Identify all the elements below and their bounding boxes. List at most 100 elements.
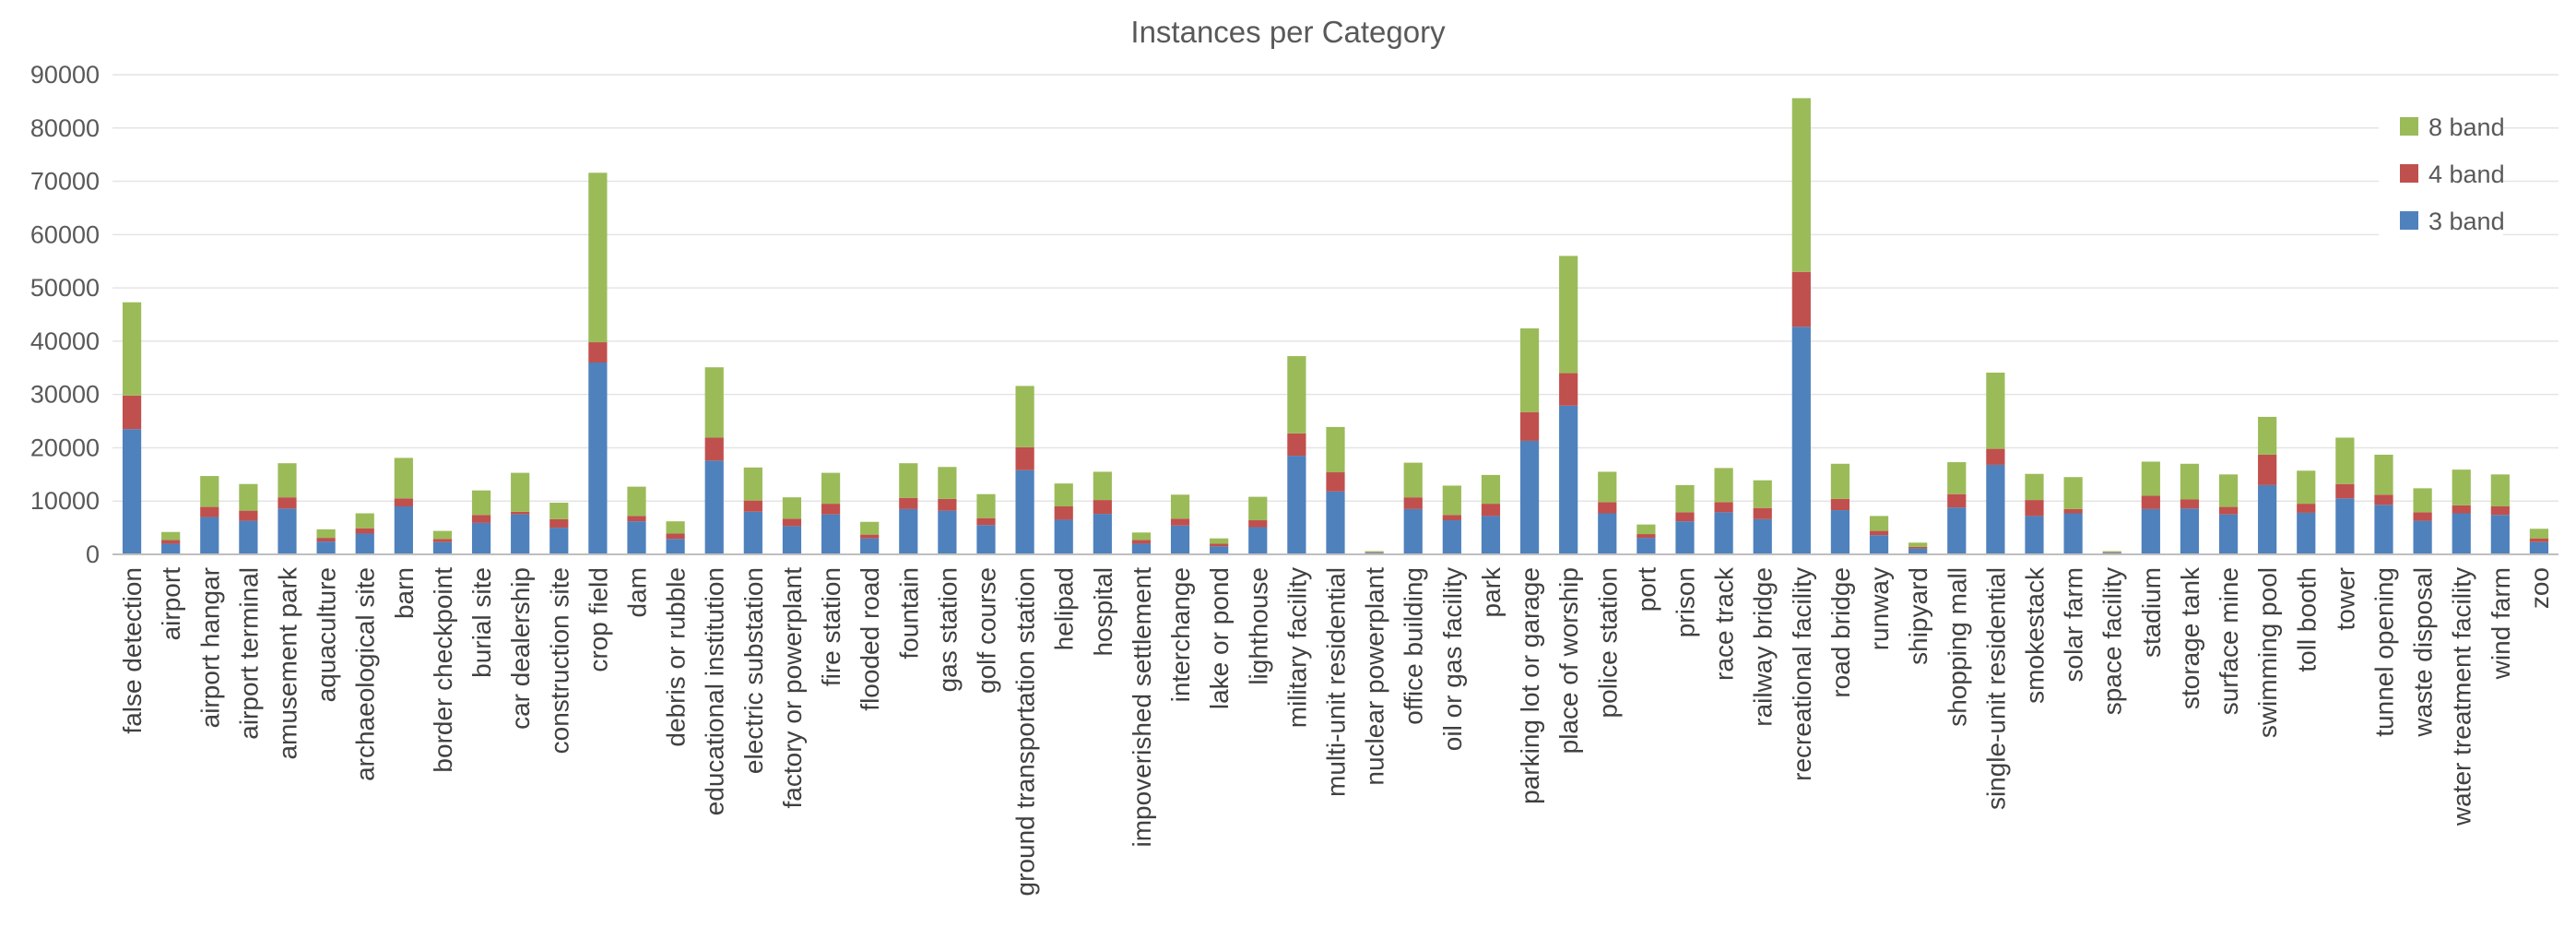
- y-tick-label: 70000: [30, 168, 100, 196]
- bar-segment: [1830, 510, 1850, 554]
- x-tick-label: runway: [1865, 567, 1894, 650]
- bar-segment: [1403, 462, 1423, 498]
- bar-segment: [1442, 515, 1461, 521]
- bar-segment: [239, 520, 258, 554]
- bar-segment: [1054, 506, 1073, 520]
- bar-segment: [1598, 471, 1617, 503]
- bar-segment: [1170, 494, 1190, 519]
- x-tick-label: zoo: [2525, 567, 2554, 609]
- bar-segment: [666, 539, 685, 554]
- x-tick-label: port: [1632, 567, 1660, 612]
- bar-segment: [1559, 256, 1578, 374]
- bar-segment: [1481, 504, 1501, 517]
- x-tick-label: flooded road: [856, 567, 884, 711]
- bar-segment: [2218, 514, 2239, 554]
- bar-segment: [1559, 373, 1578, 406]
- bar-segment: [588, 172, 608, 343]
- bar-segment: [1403, 497, 1423, 509]
- x-tick-label: military facility: [1282, 567, 1311, 728]
- bar-segment: [743, 467, 762, 501]
- x-tick-label: swimming pool: [2253, 567, 2282, 738]
- bar-segment: [1248, 496, 1268, 521]
- x-tick-label: road bridge: [1826, 567, 1855, 698]
- x-tick-label: border checkpoint: [429, 567, 457, 773]
- bar-segment: [2141, 508, 2160, 554]
- bar-segment: [1791, 98, 1811, 272]
- bar-segment: [976, 517, 996, 526]
- bar-segment: [1170, 525, 1190, 554]
- x-tick-label: airport terminal: [234, 567, 263, 740]
- bar-segment: [1986, 464, 2005, 554]
- y-tick-label: 60000: [30, 220, 100, 248]
- bar-segment: [860, 521, 880, 535]
- bar-segment: [200, 506, 219, 517]
- bar-segment: [1519, 440, 1540, 554]
- x-tick-label: amusement park: [274, 566, 302, 760]
- bar-segment: [1637, 538, 1656, 554]
- x-tick-label: water treatment facility: [2448, 567, 2476, 826]
- bar-segment: [2258, 416, 2277, 455]
- bar-segment: [2063, 508, 2083, 514]
- bar-segment: [1675, 521, 1695, 554]
- bar-segment: [2529, 538, 2549, 542]
- bar-segment: [899, 508, 918, 554]
- bar-segment: [1753, 480, 1772, 508]
- bar-segment: [704, 460, 724, 554]
- x-tick-label: airport hangar: [195, 567, 224, 728]
- bar-segment: [2452, 505, 2471, 514]
- legend-swatch: [2400, 211, 2418, 230]
- bar-segment: [1598, 502, 1617, 514]
- bar-segment: [122, 395, 142, 430]
- legend-label: 8 band: [2428, 113, 2505, 141]
- bar-segment: [2335, 498, 2355, 554]
- x-tick-label: storage tank: [2176, 566, 2204, 709]
- bar-segment: [1287, 356, 1306, 434]
- bar-segment: [1947, 493, 1967, 508]
- bar-segment: [1869, 530, 1889, 536]
- x-tick-label: race track: [1710, 566, 1739, 681]
- bar-segment: [122, 429, 142, 554]
- bar-segment: [1210, 543, 1229, 547]
- y-tick-label: 0: [86, 541, 100, 568]
- bar-segment: [2374, 454, 2393, 495]
- bar-segment: [1986, 372, 2005, 449]
- bar-segment: [976, 525, 996, 554]
- bar-segment: [2529, 541, 2549, 554]
- bar-segment: [549, 528, 569, 554]
- x-tick-label: aquaculture: [313, 567, 341, 702]
- bar-segment: [1714, 512, 1733, 554]
- bar-segment: [1908, 546, 1928, 549]
- x-tick-label: nuclear powerplant: [1361, 567, 1389, 786]
- bar-segment: [666, 533, 685, 540]
- bar-segment: [278, 497, 297, 509]
- y-tick-label: 10000: [30, 487, 100, 515]
- bar-segment: [316, 541, 336, 554]
- x-tick-label: dam: [623, 567, 652, 617]
- x-tick-label: smokestack: [2021, 566, 2050, 704]
- bar-segment: [2063, 513, 2083, 554]
- bar-segment: [200, 476, 219, 507]
- bar-segment: [200, 517, 219, 554]
- bar-segment: [1791, 271, 1811, 327]
- bar-segment: [1365, 551, 1384, 553]
- bar-segment: [588, 342, 608, 363]
- bar-segment: [2413, 488, 2432, 513]
- bar-segment: [1830, 463, 1850, 499]
- bar-segment: [1210, 538, 1229, 544]
- bar-segment: [2374, 494, 2393, 505]
- bar-segment: [2335, 483, 2355, 499]
- bar-segment: [1714, 502, 1733, 513]
- x-tick-label: waste disposal: [2409, 567, 2438, 738]
- bar-segment: [1714, 468, 1733, 503]
- x-tick-label: false detection: [118, 567, 147, 734]
- bar-segment: [432, 530, 453, 540]
- x-tick-label: surface mine: [2215, 567, 2243, 715]
- bar-segment: [122, 302, 142, 396]
- bar-segment: [1986, 448, 2005, 465]
- x-tick-label: prison: [1672, 567, 1700, 637]
- bar-segment: [1054, 483, 1073, 506]
- bar-segment: [1093, 514, 1112, 554]
- bar-segment: [278, 463, 297, 498]
- x-tick-label: space facility: [2098, 567, 2127, 715]
- x-tick-label: single-unit residential: [1981, 567, 2010, 810]
